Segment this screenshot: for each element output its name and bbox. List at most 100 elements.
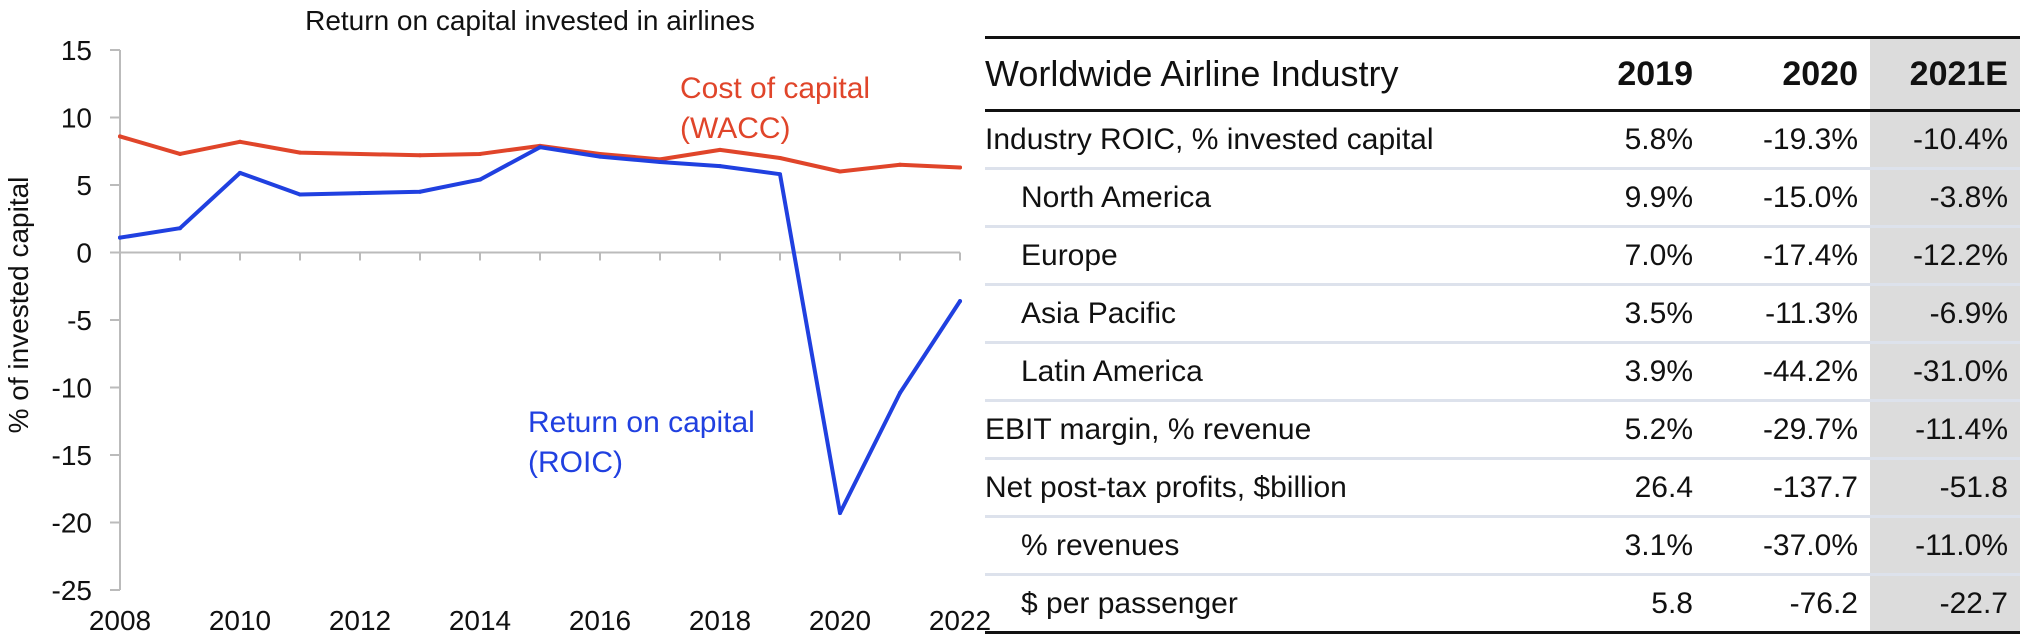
x-tick-label: 2010 <box>209 605 271 636</box>
y-tick-label: -15 <box>52 440 92 471</box>
annotation-label: Cost of capital <box>680 72 870 105</box>
series-point-1 <box>598 154 602 159</box>
row-value-2019: 5.8% <box>1540 110 1705 170</box>
row-value-2020: -11.3% <box>1705 284 1870 344</box>
series-point-1 <box>718 164 722 169</box>
table-header-label: Worldwide Airline Industry <box>985 36 1540 112</box>
series-point-1 <box>478 177 482 182</box>
row-label: % revenues <box>985 516 1540 576</box>
series-point-0 <box>718 147 722 152</box>
series-point-0 <box>898 162 902 167</box>
series-point-1 <box>298 192 302 197</box>
y-tick-label: 15 <box>61 35 92 66</box>
annotation-label: (WACC) <box>680 112 791 145</box>
series-point-0 <box>358 151 362 156</box>
y-tick-label: -25 <box>52 575 92 606</box>
row-value-2021e: -10.4% <box>1870 110 2020 170</box>
x-tick-label: 2020 <box>809 605 871 636</box>
y-axis-label: % of invested capital <box>3 177 34 434</box>
y-tick-label: 0 <box>76 238 92 269</box>
table-row: EBIT margin, % revenue 5.2% -29.7% -11.4% <box>985 400 2020 460</box>
row-value-2019: 3.1% <box>1540 516 1705 576</box>
row-label: Europe <box>985 226 1540 286</box>
row-value-2020: -17.4% <box>1705 226 1870 286</box>
table-body: Industry ROIC, % invested capital 5.8% -19… <box>985 110 2020 634</box>
series-point-1 <box>118 235 122 240</box>
table-row: Asia Pacific 3.5% -11.3% -6.9% <box>985 284 2020 344</box>
y-tick-label: 5 <box>76 170 92 201</box>
row-value-2021e: -11.4% <box>1870 400 2020 460</box>
series-line-0 <box>118 134 962 174</box>
row-label: Asia Pacific <box>985 284 1540 344</box>
row-value-2021e: -51.8 <box>1870 458 2020 518</box>
row-value-2019: 5.8 <box>1540 574 1705 634</box>
row-label: Industry ROIC, % invested capital <box>985 110 1540 170</box>
x-tick-label: 2022 <box>929 605 990 636</box>
table-row: % revenues 3.1% -37.0% -11.0% <box>985 516 2020 576</box>
y-tick-label: -5 <box>67 305 92 336</box>
series-point-0 <box>238 139 242 144</box>
row-value-2021e: -6.9% <box>1870 284 2020 344</box>
row-value-2021e: -12.2% <box>1870 226 2020 286</box>
row-label: $ per passenger <box>985 574 1540 634</box>
row-value-2021e: -3.8% <box>1870 168 2020 228</box>
row-value-2020: -37.0% <box>1705 516 1870 576</box>
series-point-0 <box>838 169 842 174</box>
table-row: Net post-tax profits, $billion 26.4 -137.7… <box>985 458 2020 518</box>
series-point-1 <box>778 172 782 177</box>
airline-industry-table: Worldwide Airline Industry 2019 2020 202… <box>985 36 2020 634</box>
row-value-2019: 3.9% <box>1540 342 1705 402</box>
table-row: Industry ROIC, % invested capital 5.8% -19… <box>985 110 2020 170</box>
table-row: $ per passenger 5.8 -76.2 -22.7 <box>985 574 2020 634</box>
x-tick-label: 2016 <box>569 605 631 636</box>
series-point-1 <box>658 160 662 165</box>
series-point-0 <box>478 151 482 156</box>
row-label: Net post-tax profits, $billion <box>985 458 1540 518</box>
roic-chart: Return on capital invested in airlines 15… <box>0 0 990 640</box>
row-value-2019: 5.2% <box>1540 400 1705 460</box>
x-tick-label: 2008 <box>89 605 151 636</box>
series-point-1 <box>538 145 542 150</box>
series-point-1 <box>238 170 242 175</box>
x-tick-label: 2014 <box>449 605 511 636</box>
row-value-2021e: -11.0% <box>1870 516 2020 576</box>
table-row: Latin America 3.9% -44.2% -31.0% <box>985 342 2020 402</box>
row-value-2020: -76.2 <box>1705 574 1870 634</box>
x-tick-label: 2012 <box>329 605 391 636</box>
year-header-2021e: 2021E <box>1870 36 2020 112</box>
row-value-2019: 7.0% <box>1540 226 1705 286</box>
series-point-0 <box>418 153 422 158</box>
row-value-2020: -19.3% <box>1705 110 1870 170</box>
row-value-2019: 9.9% <box>1540 168 1705 228</box>
series-point-0 <box>298 150 302 155</box>
table-header-row: Worldwide Airline Industry 2019 2020 202… <box>985 36 2020 112</box>
row-value-2021e: -31.0% <box>1870 342 2020 402</box>
series-point-0 <box>118 134 122 139</box>
row-value-2020: -29.7% <box>1705 400 1870 460</box>
airline-industry-table-container: Worldwide Airline Industry 2019 2020 202… <box>985 36 2020 634</box>
row-value-2021e: -22.7 <box>1870 574 2020 634</box>
series-point-1 <box>958 299 962 304</box>
annotation-label: (ROIC) <box>528 446 623 479</box>
row-value-2019: 3.5% <box>1540 284 1705 344</box>
series-point-1 <box>838 511 842 516</box>
year-header-2019: 2019 <box>1540 36 1705 112</box>
y-tick-label: 10 <box>61 103 92 134</box>
row-label: EBIT margin, % revenue <box>985 400 1540 460</box>
table-row: Europe 7.0% -17.4% -12.2% <box>985 226 2020 286</box>
series-point-1 <box>178 226 182 231</box>
chart-canvas: Return on capital invested in airlines 15… <box>3 5 990 636</box>
series-point-1 <box>358 191 362 196</box>
row-value-2020: -137.7 <box>1705 458 1870 518</box>
row-label: Latin America <box>985 342 1540 402</box>
year-header-2020: 2020 <box>1705 36 1870 112</box>
table-row: North America 9.9% -15.0% -3.8% <box>985 168 2020 228</box>
y-tick-label: -20 <box>52 508 92 539</box>
x-tick-label: 2018 <box>689 605 751 636</box>
series-point-1 <box>898 390 902 395</box>
series-point-1 <box>418 189 422 194</box>
series-point-0 <box>778 156 782 160</box>
row-value-2020: -15.0% <box>1705 168 1870 228</box>
annotation-label: Return on capital <box>528 406 755 439</box>
row-value-2019: 26.4 <box>1540 458 1705 518</box>
